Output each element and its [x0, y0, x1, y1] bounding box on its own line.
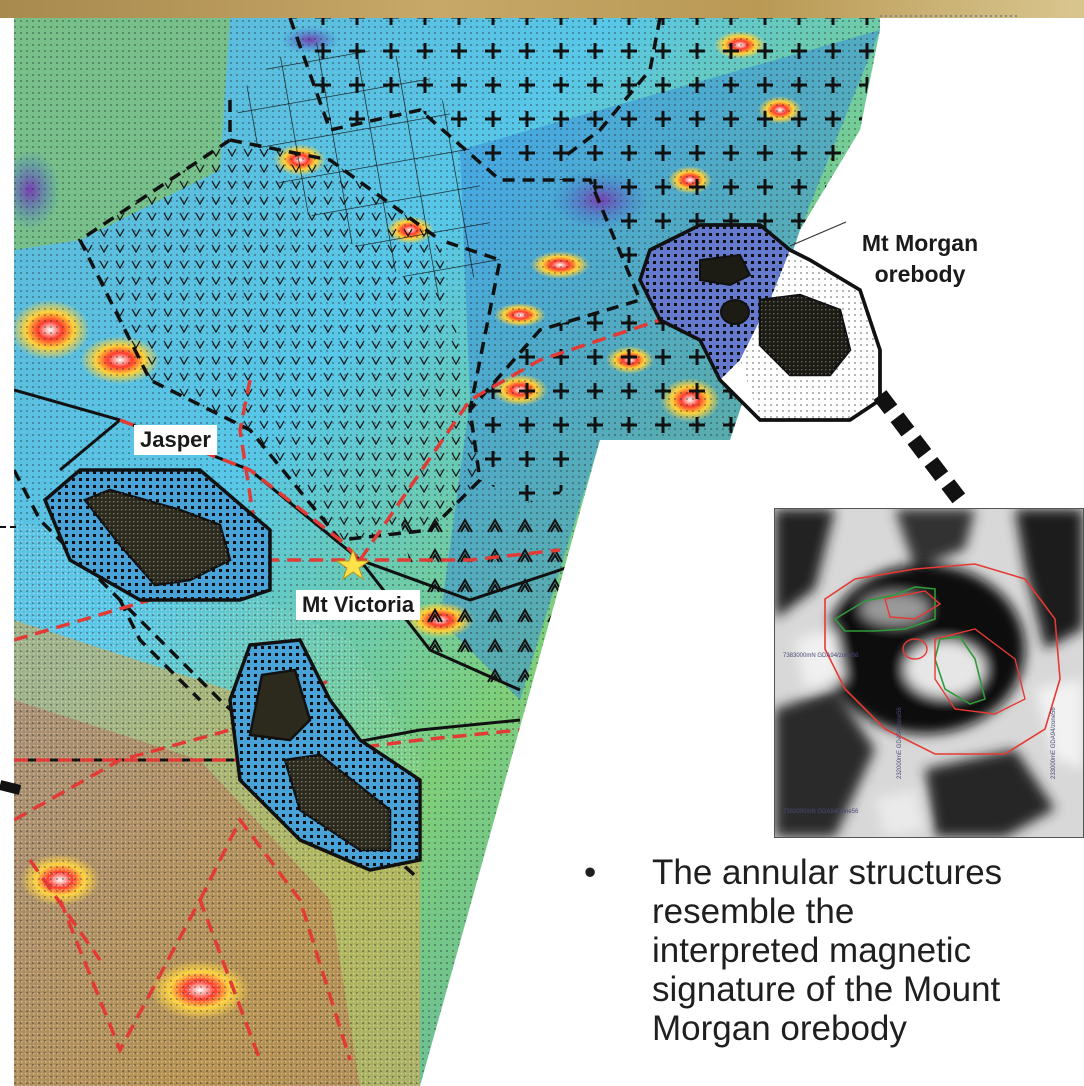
inset-image [775, 509, 1083, 837]
bullet-line: signature of the Mount [652, 970, 1001, 1009]
bullet-line: The annular structures [652, 853, 1003, 892]
mt-morgan-label: Mt Morgan orebody [820, 228, 1020, 290]
inset-coordinate: 7383000mN GDA94/zone56 [783, 653, 859, 659]
inset-magnetic-image: 7383000mN GDA94/zone56 7382000mN GDA94/z… [774, 508, 1084, 838]
bullet-text: The annular structures resemble the inte… [652, 853, 1052, 1048]
mt-morgan-label-line: orebody [874, 261, 966, 287]
jasper-label: Jasper [134, 425, 217, 455]
bullet-line: resemble the [652, 892, 855, 931]
inset-coordinate: 233000mE GDA94/zone56 [1051, 707, 1057, 779]
mt-morgan-annulus [638, 221, 967, 505]
bullet-marker: • [584, 853, 597, 892]
title-bar-accent [0, 0, 1084, 18]
bullet-line: interpreted magnetic [652, 931, 972, 970]
inset-coordinate: 232000mE GDA94/zone56 [897, 707, 903, 779]
inset-coordinate: 7382000mN GDA94/zone56 [783, 809, 859, 815]
bullet-line: Morgan orebody [652, 1009, 907, 1048]
mt-victoria-label: Mt Victoria [296, 590, 421, 620]
mt-victoria-star [335, 548, 371, 581]
mt-morgan-label-line: Mt Morgan [861, 230, 979, 256]
